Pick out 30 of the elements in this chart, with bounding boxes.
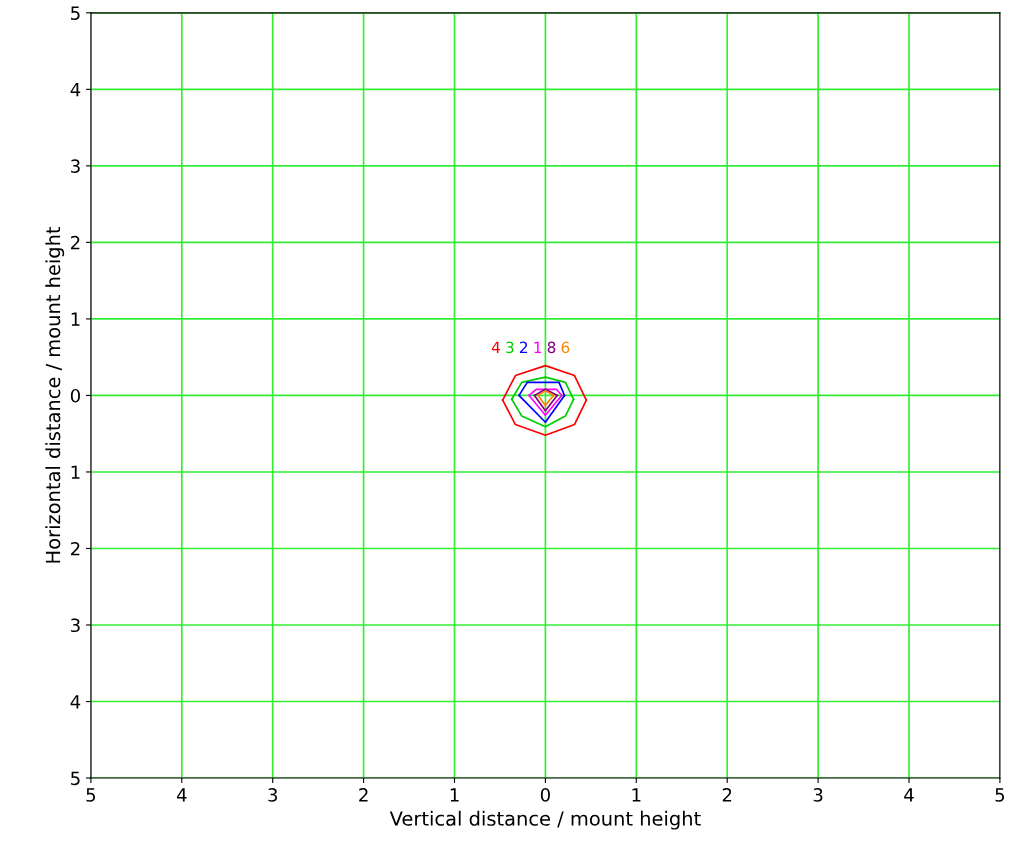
x-tick-label: 4: [904, 788, 914, 802]
y-tick-label: 2: [71, 541, 80, 556]
y-tick-label: 5: [71, 771, 80, 786]
y-tick-label: 3: [71, 618, 80, 633]
text: 1: [534, 341, 542, 353]
x-tick-label: 2: [359, 788, 368, 802]
y-tick-label: 1: [71, 312, 80, 326]
x-tick-label: 1: [450, 788, 459, 802]
series-label: 2: [520, 341, 528, 353]
y-tick-label: 4: [70, 83, 81, 97]
x-tick-label: 4: [176, 788, 187, 802]
y-tick-label: 0: [70, 388, 80, 403]
y-axis-title: Horizontal distance / mount height: [45, 226, 65, 563]
x-tick-label: 2: [722, 788, 732, 802]
x-tick-label: 5: [995, 788, 1005, 802]
x-tick-label: 0: [540, 788, 550, 802]
y-tick-label: 4: [70, 695, 81, 709]
y-tick-label: 5: [71, 6, 80, 20]
x-tick-label: 3: [813, 788, 823, 802]
y-tick-label: 3: [71, 159, 80, 173]
x-axis-title: Vertical distance / mount height: [389, 810, 701, 830]
series-label: 3: [506, 341, 514, 354]
y-tick-label: 1: [71, 465, 80, 479]
series-label: 4: [491, 341, 500, 353]
x-tick-label: 3: [268, 788, 277, 802]
x-tick-label: 5: [86, 788, 96, 802]
text: 8: [547, 341, 556, 354]
y-tick-label: 2: [71, 235, 80, 250]
text: 6: [561, 341, 570, 354]
x-tick-label: 1: [632, 788, 641, 802]
